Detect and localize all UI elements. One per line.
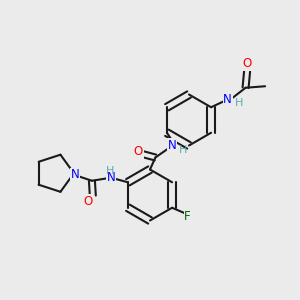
Text: F: F (184, 210, 191, 223)
Text: H: H (178, 145, 187, 155)
Text: N: N (167, 139, 176, 152)
Text: N: N (223, 93, 232, 106)
Text: O: O (134, 145, 143, 158)
Text: N: N (107, 171, 116, 184)
Text: H: H (235, 98, 244, 108)
Text: O: O (242, 57, 252, 70)
Text: O: O (84, 195, 93, 208)
Text: H: H (106, 166, 114, 176)
Text: N: N (71, 168, 80, 181)
